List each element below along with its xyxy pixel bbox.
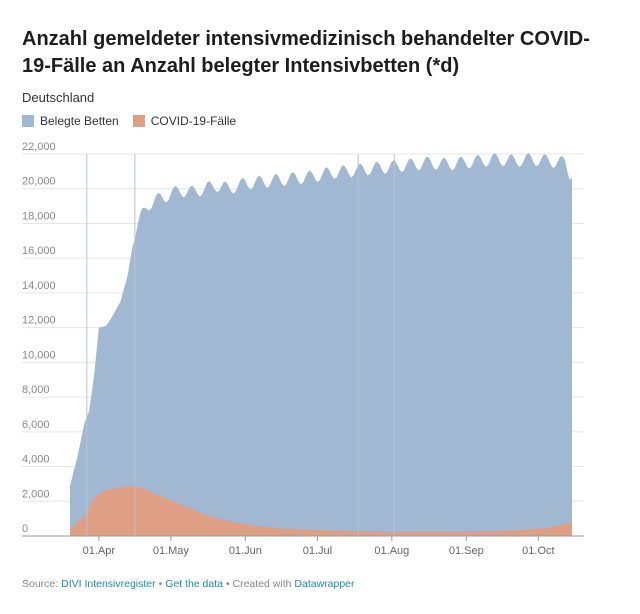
legend-swatch-beds — [22, 115, 34, 127]
y-tick-label: 20,000 — [22, 176, 56, 188]
x-tick-label: 01.May — [153, 545, 190, 557]
y-tick-label: 18,000 — [22, 210, 56, 222]
y-tick-label: 0 — [22, 523, 28, 535]
source-label: Source: — [22, 578, 59, 590]
series-area-covid-19-faelle — [70, 486, 572, 536]
y-tick-label: 22,000 — [22, 141, 56, 153]
footer-separator: • — [158, 578, 163, 590]
x-tick-label: 01.Apr — [83, 545, 116, 557]
y-tick-label: 10,000 — [22, 349, 56, 361]
x-tick-label: 01.Oct — [522, 545, 554, 557]
x-tick-label: 01.Jul — [303, 545, 332, 557]
legend-label-beds: Belegte Betten — [40, 114, 119, 128]
y-tick-label: 2,000 — [22, 488, 50, 500]
y-tick-label: 6,000 — [22, 419, 50, 431]
y-tick-label: 14,000 — [22, 280, 56, 292]
created-with-label: Created with — [232, 578, 292, 590]
y-tick-label: 12,000 — [22, 315, 56, 327]
legend: Belegte Betten COVID-19-Fälle — [22, 114, 236, 128]
chart-title: Anzahl gemeldeter intensivmedizinisch be… — [22, 28, 590, 77]
legend-item-covid: COVID-19-Fälle — [132, 114, 237, 128]
footer-separator: • — [225, 578, 230, 590]
series-area-belegte-betten — [70, 153, 572, 536]
chart-subtitle: Deutschland — [22, 90, 95, 105]
footer: Source: DIVI Intensivregister • Get the … — [22, 578, 355, 590]
x-tick-label: 01.Jun — [229, 545, 262, 557]
x-tick-label: 01.Aug — [374, 545, 409, 557]
legend-item-beds: Belegte Betten — [22, 114, 119, 128]
datawrapper-link[interactable]: Datawrapper — [294, 578, 355, 590]
y-tick-label: 8,000 — [22, 384, 50, 396]
x-tick-label: 01.Sep — [449, 545, 484, 557]
y-tick-label: 4,000 — [22, 454, 50, 466]
area-chart: 22,000 20,000 18,000 16,000 14,000 12,000 10,0… — [22, 141, 584, 557]
legend-label-covid: COVID-19-Fälle — [150, 114, 237, 128]
source-link[interactable]: DIVI Intensivregister — [61, 578, 156, 590]
get-data-link[interactable]: Get the data — [165, 578, 223, 590]
y-tick-label: 16,000 — [22, 245, 56, 257]
legend-swatch-covid — [132, 115, 145, 127]
